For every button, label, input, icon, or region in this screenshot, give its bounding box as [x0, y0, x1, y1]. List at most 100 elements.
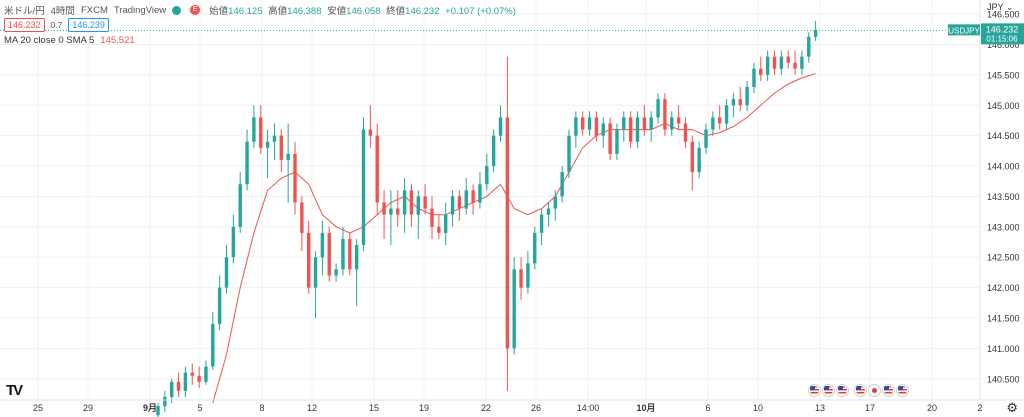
candle-body	[450, 196, 455, 215]
candle-body	[553, 196, 557, 209]
candle-body	[649, 117, 653, 130]
market-status-icon[interactable]	[172, 5, 182, 15]
candle-body	[464, 190, 468, 209]
symbol-name[interactable]: 米ドル/円	[4, 6, 45, 17]
time-tick-label: 2	[977, 403, 982, 413]
time-tick-label: 13	[815, 403, 825, 413]
candle-body	[272, 135, 277, 142]
candle-body	[800, 56, 804, 69]
candle-body	[423, 196, 427, 209]
time-tick-label: 8	[259, 403, 264, 413]
countdown-label: 01:15:06	[986, 34, 1018, 43]
ma-indicator-value: 145.521	[100, 35, 135, 46]
time-tick-label: 17	[865, 403, 875, 413]
price-tick-label: 145.500	[987, 70, 1020, 80]
us-flag-event-icon[interactable]	[836, 384, 849, 397]
price-tick-label: 141.500	[987, 313, 1020, 323]
currency-selector: JPY ⌄	[987, 2, 1013, 12]
candle-body	[382, 202, 386, 215]
spread-value: 0.7	[50, 20, 63, 30]
time-tick-label: 20	[927, 403, 937, 413]
ask-price-button[interactable]: 146.239	[68, 18, 109, 32]
candle-body	[402, 190, 407, 215]
candle-body	[635, 117, 640, 142]
price-axis[interactable]: 146.500 146.000 145.500 145.000 144.500 144.0…	[0, 0, 1024, 400]
time-tick-label: 10	[753, 403, 763, 413]
gear-icon[interactable]: ⚙	[1006, 400, 1018, 415]
us-flag-event-icon[interactable]	[822, 384, 835, 397]
candle-body	[245, 141, 249, 185]
price-tick-label: 143.000	[987, 222, 1020, 232]
candle-body	[738, 99, 742, 106]
candle-body	[348, 238, 352, 270]
candle-body	[183, 372, 188, 391]
candle-body	[163, 397, 167, 407]
candle-body	[265, 141, 270, 148]
candle-body	[430, 208, 434, 227]
candle-body	[615, 129, 619, 154]
low-label: 安値	[327, 6, 347, 17]
candle-body	[300, 202, 304, 233]
candle-body	[752, 68, 756, 88]
candle-body	[731, 99, 736, 106]
jp-flag-event-icon[interactable]	[868, 384, 881, 397]
candle-body	[765, 56, 770, 75]
time-tick-label: 29	[83, 403, 93, 413]
interval-label[interactable]: 4時間	[50, 6, 75, 17]
time-tick-label: 10月	[636, 403, 655, 413]
legend-indicator[interactable]: MA 20 close 0 SMA 5 145.521	[4, 35, 135, 46]
ma-indicator-label[interactable]: MA 20 close 0 SMA 5	[4, 35, 95, 46]
tradingview-logo-icon[interactable]: TV	[6, 382, 23, 399]
candle-body	[642, 117, 647, 130]
candle-body	[491, 135, 496, 167]
candle-body	[437, 226, 441, 233]
grid	[0, 0, 981, 400]
close-value: 146.232	[405, 6, 440, 17]
low-value: 146.058	[346, 6, 381, 17]
bid-price-button[interactable]: 146.232	[4, 18, 45, 32]
candle-body	[663, 99, 667, 130]
time-axis[interactable]: 25 29 9月 5 8 12 15 19 22 26 14:00 10月 6 10 13 17 20 2	[0, 399, 1024, 413]
time-tick-label: 9月	[143, 403, 157, 413]
candle-body	[622, 117, 626, 130]
candle-body	[546, 208, 551, 215]
candle-body	[176, 381, 181, 391]
candle-body	[279, 135, 283, 160]
candle-body	[307, 232, 311, 288]
candle-body	[745, 87, 749, 106]
source-label: FXCM	[80, 4, 108, 16]
candle-body	[471, 190, 475, 203]
candle-body	[601, 123, 605, 136]
candle-body	[204, 366, 208, 382]
candle-body	[252, 117, 256, 142]
current-price-label: 146.232	[986, 24, 1019, 34]
candle-body	[197, 375, 201, 382]
candle-body	[217, 287, 222, 325]
events-pill[interactable]: E	[187, 4, 204, 16]
us-flag-event-icon[interactable]	[896, 384, 909, 397]
us-flag-event-icon[interactable]	[808, 384, 821, 397]
candle-body	[512, 269, 516, 349]
candle-body	[772, 56, 777, 69]
candle-body	[628, 117, 633, 142]
candle-body	[361, 129, 366, 246]
time-tick-label: 19	[419, 403, 429, 413]
candle-body	[416, 196, 420, 215]
candle-body	[231, 226, 236, 258]
candle-body	[320, 232, 325, 258]
candle-body	[341, 238, 345, 270]
candle-body	[293, 153, 297, 203]
candle-body	[670, 117, 674, 130]
candle-body	[807, 36, 811, 57]
candle-body	[457, 196, 462, 209]
candle-body	[813, 30, 818, 37]
candle-body	[224, 257, 229, 288]
candle-body	[211, 324, 215, 367]
candle-body	[327, 232, 331, 276]
us-flag-event-icon[interactable]	[882, 384, 895, 397]
us-flag-event-icon[interactable]	[854, 384, 867, 397]
earnings-icon: E	[190, 5, 201, 15]
candle-body	[334, 269, 338, 276]
candle-body	[704, 129, 708, 148]
